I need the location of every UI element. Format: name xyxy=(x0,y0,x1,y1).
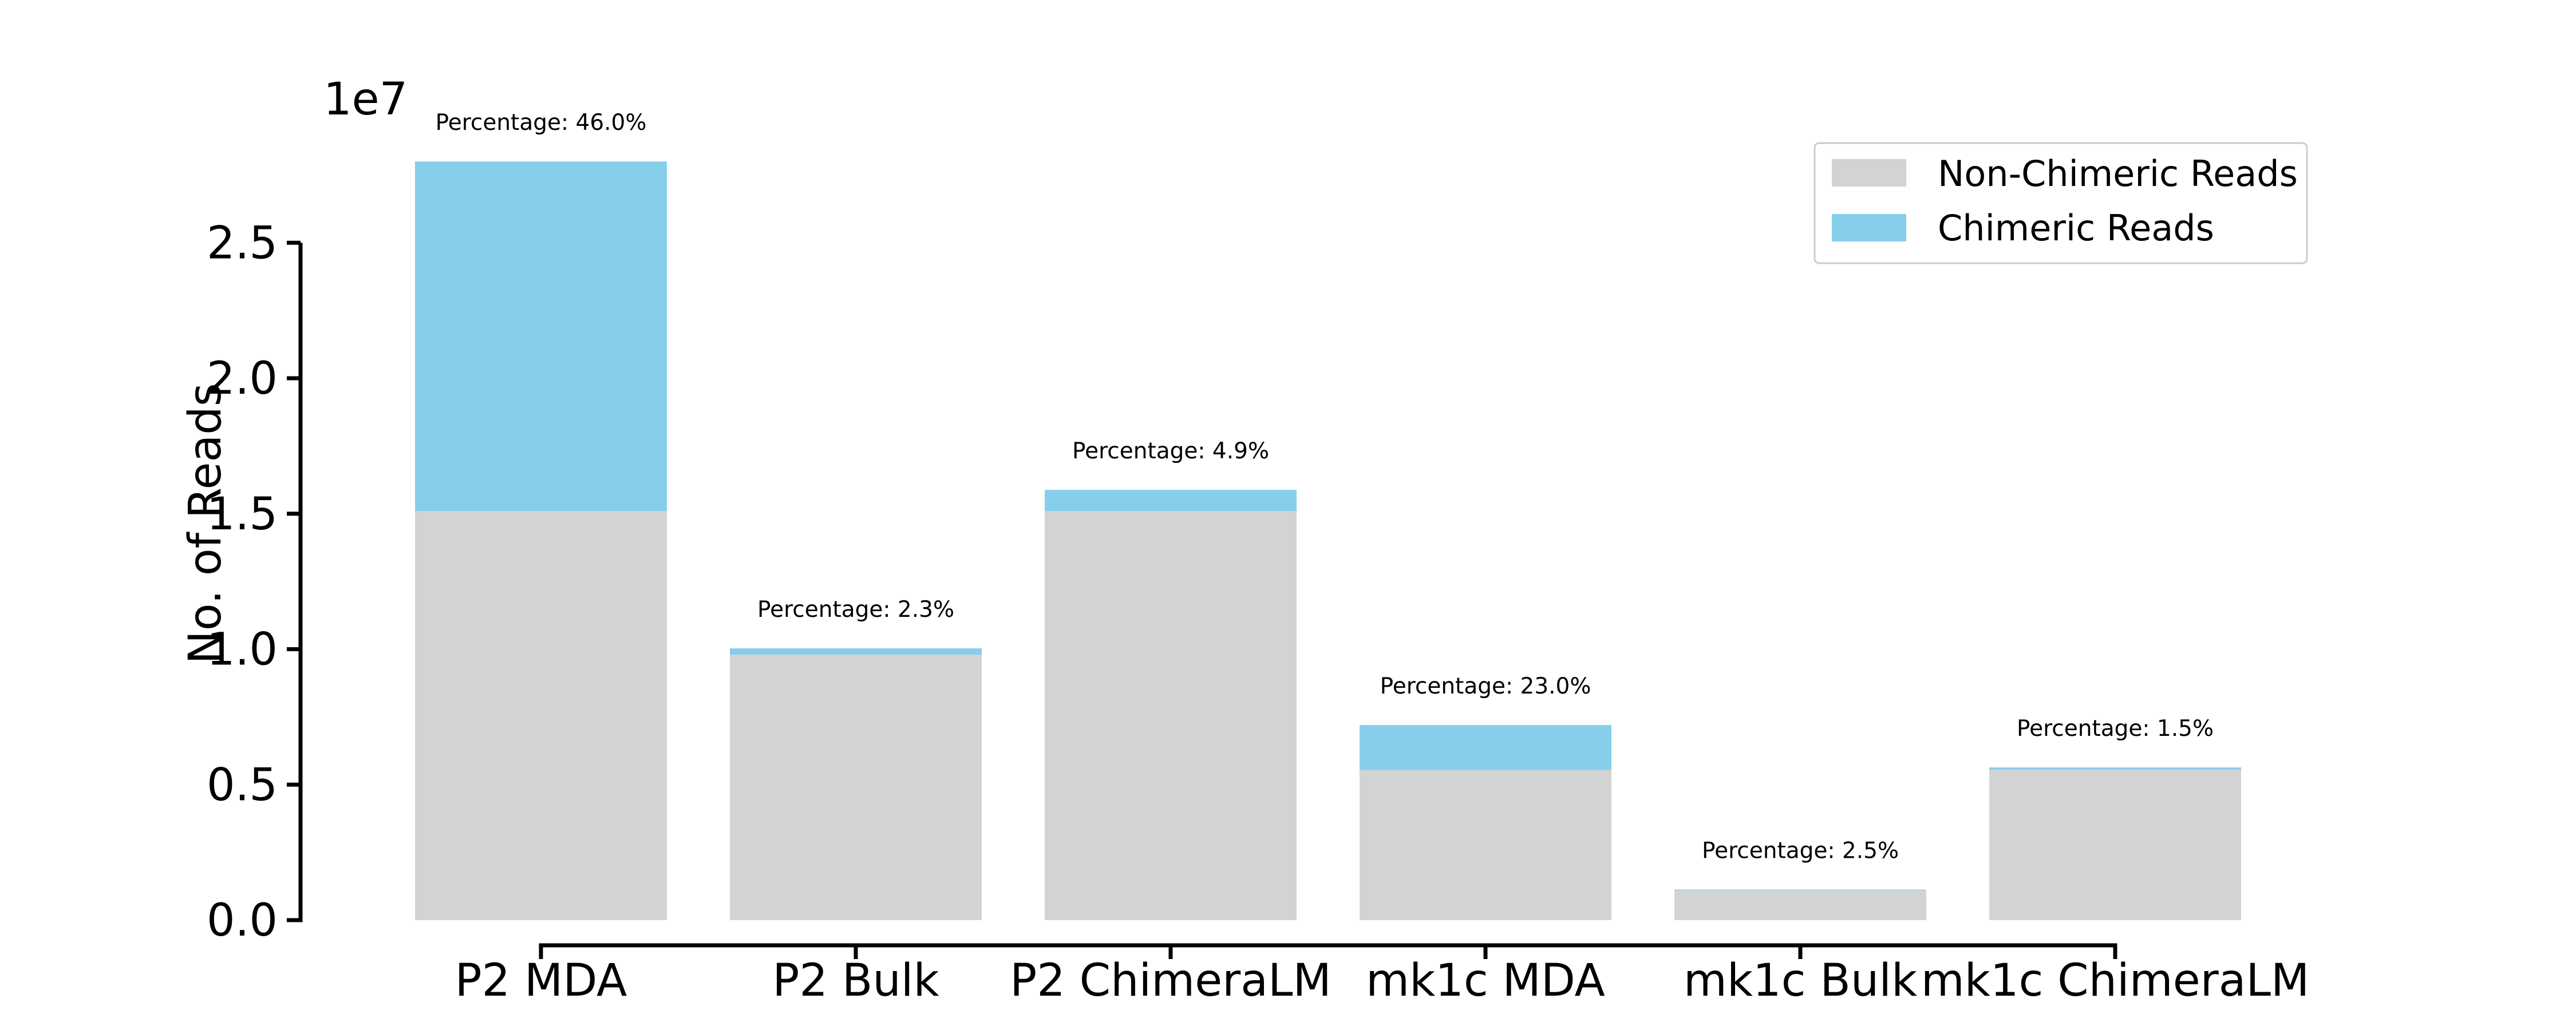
percentage-label: Percentage: 4.9% xyxy=(1072,438,1269,464)
bar-non-chimeric xyxy=(415,511,667,920)
y-tick-label: 2.0 xyxy=(207,353,278,405)
y-axis: 0.0 0.5 1.0 1.5 2.0 2.5 xyxy=(207,217,303,946)
bar-non-chimeric xyxy=(1989,770,2241,920)
bars-group xyxy=(415,161,2241,920)
bar-chimeric xyxy=(1360,725,1611,770)
bar-chimeric xyxy=(1045,490,1297,512)
bar-non-chimeric xyxy=(730,654,982,920)
percentage-label: Percentage: 23.0% xyxy=(1380,674,1591,699)
percentage-label: Percentage: 46.0% xyxy=(436,110,647,136)
legend-label-non-chimeric: Non-Chimeric Reads xyxy=(1938,153,2298,195)
bar-non-chimeric xyxy=(1045,511,1297,920)
percentage-label: Percentage: 1.5% xyxy=(2017,716,2214,742)
y-tick-label: 2.5 xyxy=(207,217,278,269)
y-tick-label: 1.5 xyxy=(207,489,278,540)
x-axis: P2 MDA P2 Bulk P2 ChimeraLM mk1c MDA mk1c Bu… xyxy=(455,943,2310,1007)
y-tick-label: 0.5 xyxy=(207,759,278,811)
x-tick-label: mk1c MDA xyxy=(1366,955,1605,1007)
percentage-labels-group: Percentage: 46.0% Percentage: 2.3% Percent… xyxy=(436,110,2214,863)
x-tick-label: mk1c Bulk xyxy=(1684,955,1917,1007)
percentage-label: Percentage: 2.3% xyxy=(757,597,954,623)
legend-label-chimeric: Chimeric Reads xyxy=(1938,207,2214,249)
x-tick-label: P2 Bulk xyxy=(772,955,939,1007)
bar-chimeric xyxy=(415,161,667,512)
bar-non-chimeric xyxy=(1674,890,1926,920)
legend-swatch-chimeric xyxy=(1832,214,1906,241)
legend-swatch-non-chimeric xyxy=(1832,159,1906,187)
legend-frame xyxy=(1814,142,2308,264)
legend: Non-Chimeric Reads Chimeric Reads xyxy=(1814,142,2308,264)
x-tick-label: P2 MDA xyxy=(455,955,627,1007)
bar-chimeric xyxy=(730,648,982,655)
x-tick-label: P2 ChimeraLM xyxy=(1010,955,1332,1007)
percentage-label: Percentage: 2.5% xyxy=(1702,838,1899,864)
y-axis-offset-label: 1e7 xyxy=(323,74,408,125)
y-tick-label: 1.0 xyxy=(207,624,278,676)
y-tick-label: 0.0 xyxy=(207,895,278,946)
y-axis-label: No. of Reads xyxy=(180,383,231,664)
bar-non-chimeric xyxy=(1360,770,1611,920)
x-tick-label: mk1c ChimeraLM xyxy=(1921,955,2310,1007)
bar-chimeric xyxy=(1989,767,2241,770)
